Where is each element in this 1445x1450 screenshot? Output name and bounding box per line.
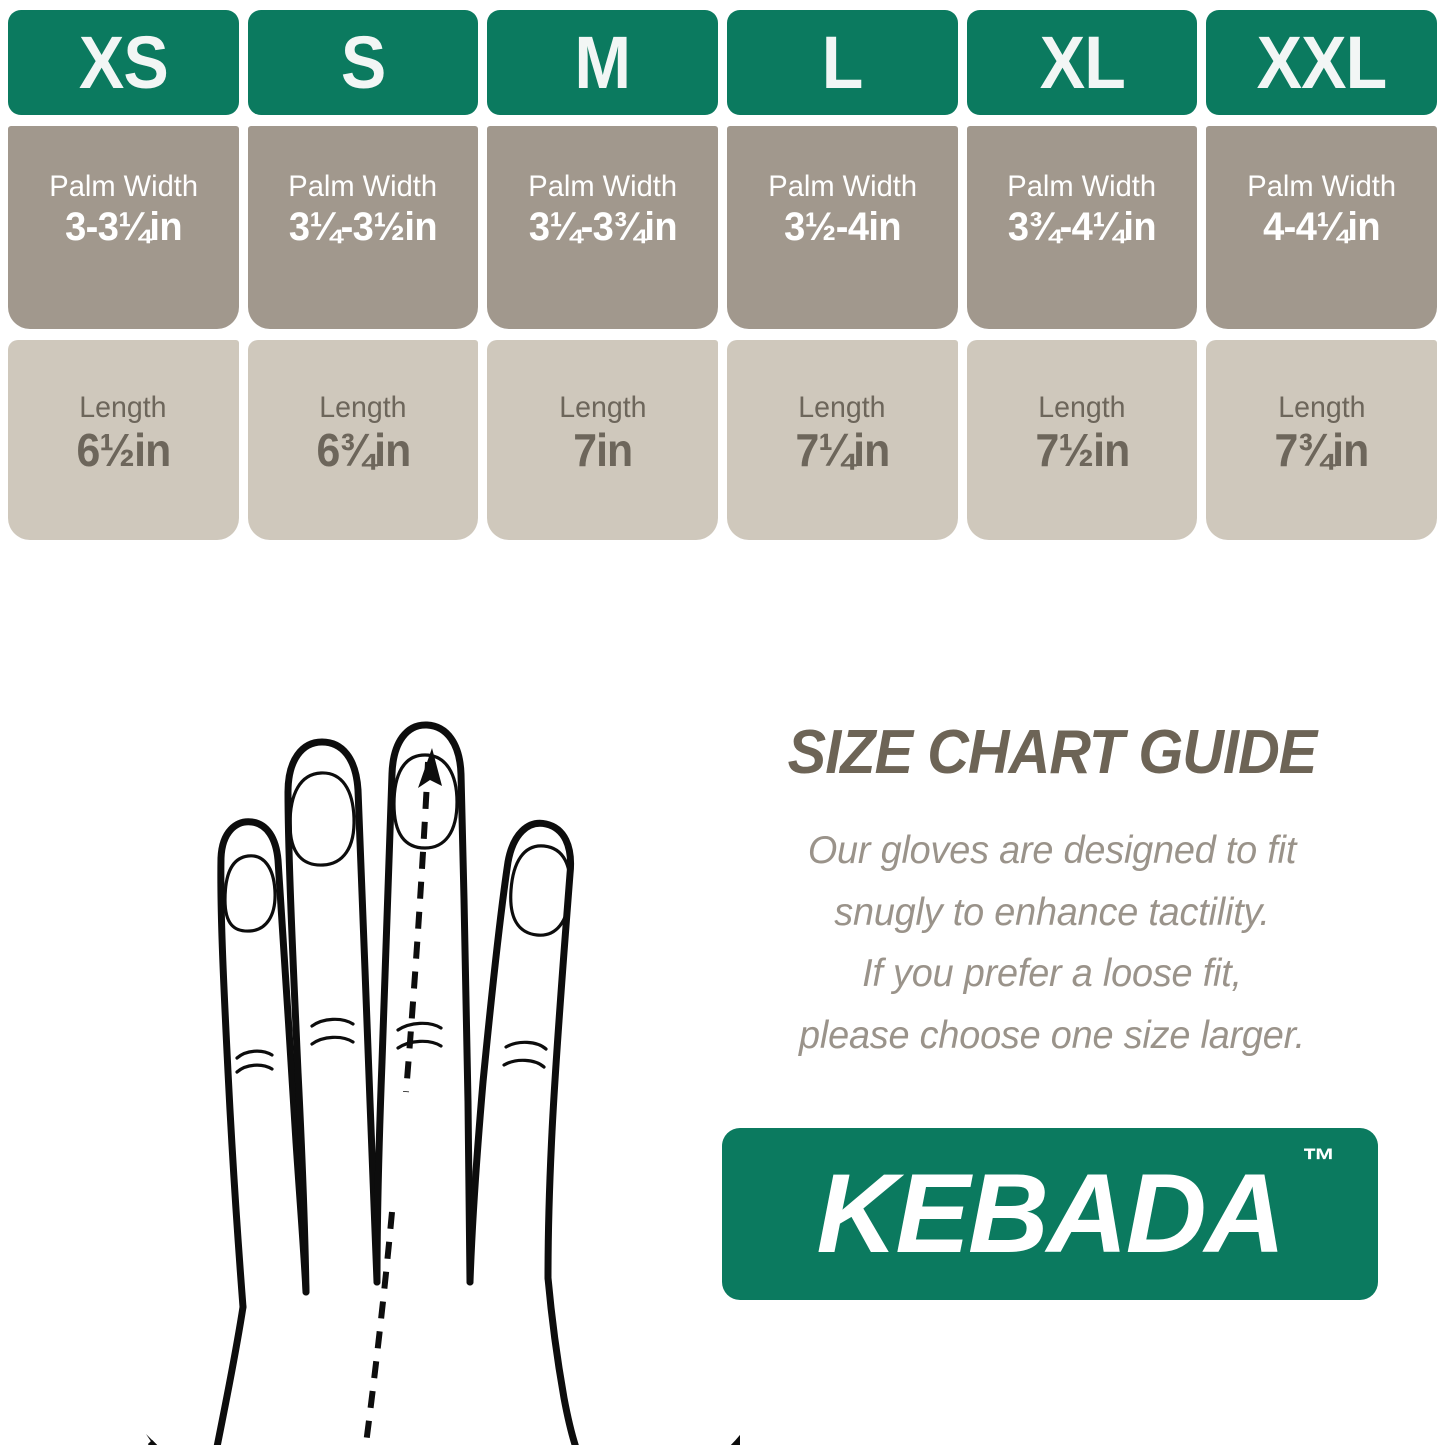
ring-crease-1 — [396, 1021, 443, 1032]
length-card-m: Length 7in — [487, 340, 718, 540]
length-card-l: Length 7¼in — [727, 340, 958, 540]
length-label: Length — [319, 391, 407, 424]
middle-crease-1 — [310, 1017, 355, 1028]
ring-finger-outline — [373, 721, 474, 1286]
palm-width-label: Palm Width — [767, 170, 917, 204]
palm-width-label: Palm Width — [1247, 170, 1397, 204]
length-card-xs: Length 6½in — [8, 340, 239, 540]
length-card-s: Length 6¾in — [247, 340, 479, 540]
pinky-crease-1 — [504, 1040, 548, 1051]
length-value: 7¾in — [1274, 424, 1370, 477]
guide-description: Our gloves are designed to fit snugly to… — [712, 820, 1392, 1066]
size-column-m: M Palm Width 3¼-3¾in Length 7in — [487, 10, 718, 540]
middle-finger-outline — [284, 738, 381, 1296]
length-label: Length — [1278, 391, 1366, 424]
size-header-label: XS — [78, 20, 169, 104]
size-header-label: XXL — [1256, 20, 1388, 104]
guide-line: please choose one size larger. — [799, 1013, 1305, 1057]
thumb-outer-edge — [736, 1434, 746, 1450]
guide-line: snugly to enhance tactility. — [834, 890, 1270, 934]
size-header-label: M — [574, 20, 632, 104]
palm-width-value: 4-4¼in — [1263, 204, 1381, 249]
index-fingernail — [223, 854, 277, 933]
palm-width-value: 3¼-3¾in — [528, 204, 678, 249]
size-column-xl: XL Palm Width 3¾-4¼in Length 7½in — [966, 10, 1198, 540]
size-header-l: L — [727, 10, 958, 115]
length-value: 7in — [573, 424, 633, 477]
palm-width-card-m: Palm Width 3¼-3¾in — [487, 126, 718, 329]
guide-line: Our gloves are designed to fit — [807, 829, 1297, 872]
size-header-label: S — [340, 20, 386, 104]
palm-width-card-l: Palm Width 3½-4in — [727, 126, 958, 329]
index-crease-2 — [235, 1063, 274, 1074]
index-finger-outline — [217, 818, 310, 1311]
trademark-icon: ™ — [1302, 1142, 1336, 1180]
size-header-label: L — [821, 20, 864, 104]
guide-line: If you prefer a loose fit, — [862, 952, 1242, 996]
length-card-xl: Length 7½in — [966, 340, 1198, 540]
size-header-xs: XS — [8, 10, 239, 115]
size-header-m: M — [487, 10, 718, 115]
pinky-fingernail — [509, 844, 572, 937]
palm-width-label: Palm Width — [1007, 170, 1157, 204]
palm-width-label: Palm Width — [288, 170, 438, 204]
hand-left-edge — [212, 1303, 247, 1450]
size-chart-guide-panel: SIZE CHART GUIDE Our gloves are designed… — [712, 722, 1392, 1066]
length-value: 6¾in — [316, 424, 411, 477]
length-value: 7¼in — [795, 424, 890, 477]
size-header-label: XL — [1039, 20, 1125, 104]
length-label: Length — [79, 391, 167, 424]
size-column-xxl: XXL Palm Width 4-4¼in Length 7¾in — [1206, 10, 1437, 540]
brand-logo-badge: KEBADA ™ — [722, 1128, 1378, 1300]
size-header-xl: XL — [966, 10, 1198, 115]
size-chart-table: XS Palm Width 3-3¼in Length 6½in S Palm … — [8, 10, 1437, 540]
page-title: SIZE CHART GUIDE — [787, 718, 1318, 787]
length-dashed-upper — [403, 761, 431, 1093]
brand-wordmark: KEBADA — [816, 1151, 1285, 1276]
palm-width-value: 3½-4in — [783, 204, 902, 249]
size-column-xs: XS Palm Width 3-3¼in Length 6½in — [8, 10, 239, 540]
palm-width-card-xxl: Palm Width 4-4¼in — [1206, 126, 1437, 329]
palm-width-card-s: Palm Width 3¼-3½in — [247, 126, 479, 329]
length-dashed-mid — [362, 1211, 395, 1450]
palm-width-card-xs: Palm Width 3-3¼in — [8, 126, 239, 329]
length-value: 7½in — [1035, 424, 1130, 477]
hand-illustration-svg: Palm Width Length — [146, 721, 746, 1450]
size-column-s: S Palm Width 3¼-3½in Length 6¾in — [247, 10, 479, 540]
hand-right-edge — [544, 1274, 581, 1450]
length-value: 6½in — [76, 424, 171, 477]
pinky-finger-outline — [466, 819, 575, 1286]
length-label: Length — [1038, 391, 1126, 424]
palm-width-label: Palm Width — [48, 170, 198, 204]
length-arrow-top — [418, 748, 442, 788]
size-header-s: S — [247, 10, 479, 115]
ring-fingernail — [392, 753, 459, 850]
palm-width-card-xl: Palm Width 3¾-4¼in — [966, 126, 1198, 329]
length-label: Length — [798, 391, 886, 424]
middle-fingernail — [288, 771, 356, 867]
ring-crease-2 — [396, 1039, 443, 1050]
size-column-l: L Palm Width 3½-4in Length 7¼in — [727, 10, 958, 540]
length-card-xxl: Length 7¾in — [1206, 340, 1437, 540]
palm-width-value: 3¼-3½in — [288, 204, 438, 249]
thumb-top-edge — [725, 1434, 746, 1450]
palm-width-value: 3-3¼in — [64, 204, 183, 249]
middle-crease-2 — [310, 1035, 355, 1046]
pinky-crease-2 — [502, 1058, 546, 1069]
hand-measurement-diagram: Palm Width Length — [40, 552, 746, 1450]
length-label: Length — [559, 391, 647, 424]
palm-width-value: 3¾-4¼in — [1007, 204, 1157, 249]
size-header-xxl: XXL — [1206, 10, 1437, 115]
index-crease-1 — [235, 1049, 274, 1060]
palm-width-label: Palm Width — [528, 170, 678, 204]
